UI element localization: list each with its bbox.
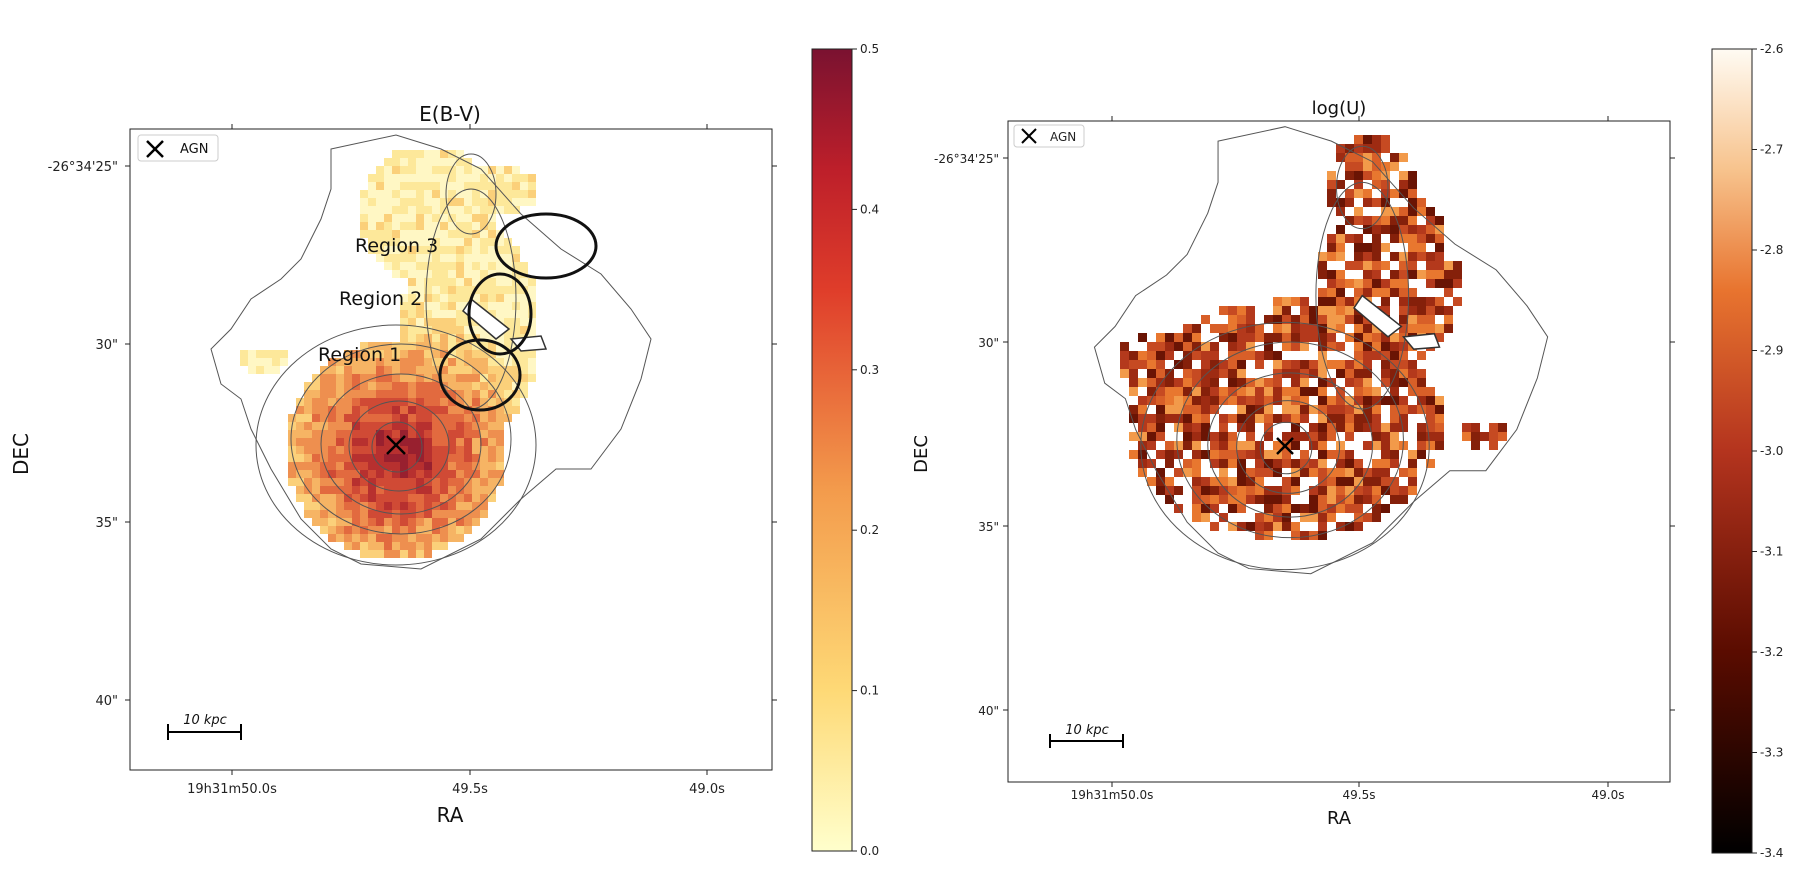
logu-y-ticks	[1003, 157, 1675, 711]
logu-contours	[1093, 126, 1549, 575]
legend-x-icon	[1021, 128, 1037, 144]
logu-x-tick-0: 19h31m50.0s	[1071, 788, 1154, 802]
logu-agn-marker	[1276, 437, 1294, 455]
contour-ring	[320, 373, 482, 515]
contour-ring	[1259, 421, 1313, 475]
colorbar-tick-label: 0.0	[860, 844, 879, 858]
ebv-region-circles	[438, 212, 598, 412]
colorbar-tick-label: -3.4	[1760, 846, 1783, 860]
masked-region	[1401, 332, 1441, 350]
ebv-x-tick-2: 49.0s	[689, 782, 725, 797]
ebv-colorbar-ticks: 0.0 0.1 0.2 0.3 0.4 0.5	[852, 42, 879, 858]
logu-y-tick-3: 40"	[978, 704, 999, 718]
contour-ring	[371, 421, 423, 473]
logu-x-tick-1: 49.5s	[1343, 788, 1376, 802]
contour-ring	[1176, 341, 1404, 539]
ebv-x-tick-0: 19h31m50.0s	[187, 782, 277, 797]
ebv-colorbar: 0.0 0.1 0.2 0.3 0.4 0.5	[811, 42, 879, 858]
ebv-x-ticks	[231, 124, 708, 775]
ebv-scale-bar	[167, 724, 242, 740]
contour-ring	[1336, 145, 1389, 230]
region-2-label: Region 2	[339, 288, 422, 310]
colorbar-tick-label: -3.3	[1760, 746, 1783, 760]
colorbar-tick-label: -3.2	[1760, 645, 1783, 659]
contour-ring	[1207, 372, 1374, 518]
colorbar-tick-label: -2.9	[1760, 344, 1783, 358]
contour-ring	[1140, 321, 1430, 571]
logu-colorbar: -3.4 -3.3 -3.2 -3.1 -3.0 -2.9 -2.8 -2.7 -2.6	[1711, 42, 1783, 860]
region-3-label: Region 3	[355, 235, 438, 257]
ebv-agn-marker	[386, 435, 406, 455]
colorbar-tick-label: -2.6	[1760, 42, 1783, 56]
contour-outer	[1093, 126, 1549, 575]
colorbar-tick-label: 0.4	[860, 202, 879, 216]
colorbar-tick-label: 0.2	[860, 523, 879, 537]
contour-ring	[290, 343, 512, 535]
colorbar-tick-label: -2.8	[1760, 243, 1783, 257]
logu-legend-label: AGN	[1050, 130, 1076, 144]
contour-ring	[1236, 400, 1341, 494]
logu-y-tick-1: 30"	[978, 336, 999, 350]
ebv-y-tick-1: 30"	[95, 338, 118, 353]
contour-ring	[348, 400, 450, 492]
ebv-panel: E(B-V) Region 3 Region 2 Region 1 AGN	[9, 42, 879, 858]
contour-ring	[255, 324, 537, 566]
colorbar-tick-label: 0.5	[860, 42, 879, 56]
logu-x-tick-2: 49.0s	[1592, 788, 1625, 802]
colorbar-tick-label: -3.0	[1760, 444, 1783, 458]
region-1-circle	[438, 338, 522, 412]
ebv-x-axis-label: RA	[437, 803, 464, 827]
ebv-x-tick-1: 49.5s	[452, 782, 488, 797]
ebv-y-tick-3: 40"	[95, 694, 118, 709]
ebv-legend-label: AGN	[180, 142, 208, 157]
logu-pixel-map	[1120, 135, 1507, 540]
legend-x-icon	[146, 140, 164, 158]
ebv-y-tick-0: -26°34'25"	[48, 160, 118, 175]
logu-x-ticks	[1111, 116, 1609, 787]
ebv-title: E(B-V)	[419, 102, 481, 126]
ebv-y-ticks	[125, 165, 777, 701]
region-1-label: Region 1	[318, 344, 401, 366]
ebv-y-tick-2: 35"	[95, 516, 118, 531]
logu-y-tick-2: 35"	[978, 520, 999, 534]
logu-scale-bar	[1049, 734, 1124, 748]
colorbar-tick-label: 0.3	[860, 363, 879, 377]
ebv-plot-frame	[129, 128, 773, 771]
contour-outer	[210, 134, 652, 570]
logu-panel: log(U) AGN 10 kpc 19h31m50.0s	[911, 42, 1783, 860]
contour-ring	[1315, 181, 1410, 410]
colorbar-tick-label: -3.1	[1760, 545, 1783, 559]
masked-region	[1353, 294, 1403, 338]
logu-plot-frame	[1007, 120, 1671, 783]
contour-ring	[445, 153, 497, 235]
logu-y-tick-0: -26°34'25"	[934, 152, 999, 166]
ebv-legend: AGN	[137, 134, 219, 162]
region-2-circle	[467, 272, 533, 356]
logu-legend: AGN	[1013, 124, 1085, 148]
ebv-scale-label: 10 kpc	[183, 713, 227, 728]
colorbar-tick-label: 0.1	[860, 684, 879, 698]
colorbar-tick-label: -2.7	[1760, 143, 1783, 157]
logu-colorbar-ticks: -3.4 -3.3 -3.2 -3.1 -3.0 -2.9 -2.8 -2.7 -2.6	[1752, 42, 1783, 860]
ebv-y-axis-label: DEC	[9, 433, 33, 475]
logu-title: log(U)	[1312, 98, 1367, 119]
logu-x-axis-label: RA	[1327, 808, 1352, 829]
logu-scale-label: 10 kpc	[1065, 723, 1109, 738]
region-3-circle	[494, 212, 598, 280]
masked-region	[462, 297, 511, 340]
logu-y-axis-label: DEC	[911, 435, 932, 473]
